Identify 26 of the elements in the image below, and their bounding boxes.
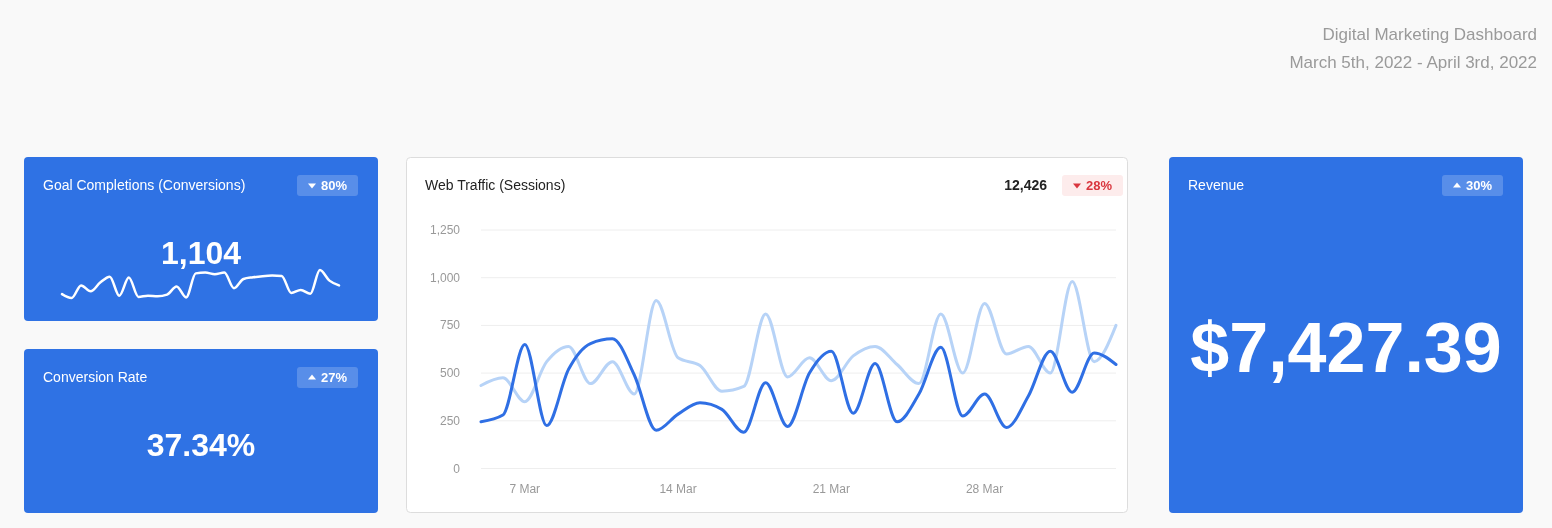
text: 80% [321, 178, 348, 193]
text: 27% [321, 370, 348, 385]
x-tick-label: 28 Mar [965, 482, 1004, 496]
y-tick-label: 250 [439, 413, 461, 428]
y-tick-label: 1,250 [429, 223, 461, 237]
text: Digital Marketing Dashboard [1322, 25, 1537, 44]
x-tick-label: 21 Mar [812, 482, 851, 496]
text: Revenue [1188, 177, 1245, 193]
text: 28% [1086, 178, 1113, 193]
y-tick-label: 0 [453, 461, 461, 476]
text: Goal Completions (Conversions) [43, 177, 246, 193]
text: Conversion Rate [43, 369, 148, 385]
text: 30% [1466, 178, 1493, 193]
text: March 5th, 2022 - April 3rd, 2022 [1289, 53, 1537, 72]
x-tick-label: 14 Mar [659, 482, 697, 496]
y-tick-label: 500 [439, 366, 461, 381]
annotation: 1,104 [160, 235, 242, 271]
text: $7,427.39 [1190, 309, 1502, 387]
line-series [479, 337, 1118, 434]
line-series [479, 280, 1118, 404]
text: 37.34% [146, 427, 256, 463]
x-tick-label: 7 Mar [509, 482, 541, 496]
y-tick-label: 1,000 [429, 270, 461, 285]
y-tick-label: 750 [439, 318, 461, 333]
chart-title: Web Traffic (Sessions) [425, 177, 566, 193]
text: 12,426 [1004, 177, 1048, 193]
